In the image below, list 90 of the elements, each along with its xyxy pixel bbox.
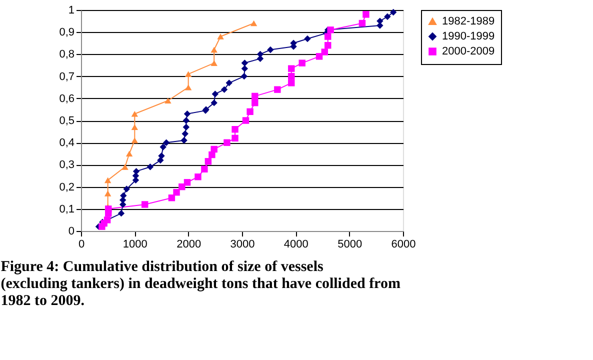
point [210, 99, 218, 106]
point [162, 139, 170, 146]
point [304, 35, 311, 42]
point [288, 72, 295, 80]
x-tick-label: 4000 [284, 238, 308, 250]
point [241, 60, 248, 66]
point [160, 144, 166, 150]
x-tick-label: 1000 [122, 238, 148, 250]
point [324, 33, 332, 40]
point [252, 99, 258, 106]
point [146, 164, 154, 170]
point [173, 188, 180, 196]
point [321, 48, 328, 56]
point [288, 65, 295, 72]
y-tick-label: 0,7 [59, 70, 74, 83]
legend-label: 1982-1989 [442, 16, 495, 28]
point [316, 53, 323, 60]
point [210, 46, 218, 53]
x-tick-label: 0 [78, 238, 85, 250]
point [226, 80, 232, 86]
point [274, 86, 281, 93]
point [122, 164, 128, 170]
point [132, 168, 140, 175]
y-tick-label: 0,8 [59, 48, 74, 61]
point [104, 190, 112, 196]
point [252, 92, 258, 100]
point [104, 177, 112, 184]
point [241, 65, 248, 72]
point [201, 166, 208, 172]
point [217, 34, 224, 40]
point [158, 152, 165, 160]
y-tick-label: 0,9 [59, 26, 74, 39]
point [288, 80, 295, 86]
point [327, 26, 334, 34]
point [210, 146, 218, 153]
point [246, 108, 254, 116]
y-tick-label: 0,6 [59, 92, 74, 105]
caption: Figure 4: Cumulative distribution of size of vessels (excluding tankers) in deadweight tons that have collided from 1982 to 2009. [0, 259, 401, 309]
point [105, 206, 112, 212]
point [362, 11, 370, 18]
x-tick-label: 2000 [176, 238, 202, 250]
point [126, 150, 133, 157]
point [164, 98, 172, 104]
point [184, 179, 191, 186]
point [376, 18, 384, 24]
y-tick-label: 0 [68, 226, 74, 238]
point [184, 71, 192, 77]
point [182, 117, 190, 124]
point [120, 192, 127, 199]
point [131, 124, 138, 130]
point [250, 20, 258, 26]
legend-label: 2000-2009 [442, 46, 495, 58]
point [267, 46, 274, 54]
point [194, 174, 202, 180]
point [123, 186, 130, 192]
point [184, 110, 191, 118]
point [242, 117, 250, 124]
point [324, 42, 332, 49]
point [358, 20, 366, 27]
y-tick-label: 0,2 [59, 181, 74, 194]
y-tick-label: 0,1 [59, 203, 74, 216]
y-tick-label: 0,4 [59, 137, 74, 150]
y-tick-label: 1 [68, 4, 74, 16]
legend-label: 1990-1999 [442, 30, 495, 42]
point [118, 210, 125, 217]
point [131, 137, 138, 144]
point [232, 126, 238, 133]
x-tick-label: 3000 [230, 238, 255, 250]
point [182, 124, 190, 130]
point [384, 13, 391, 20]
point [240, 72, 248, 80]
y-tick-label: 0,5 [59, 115, 74, 127]
point [182, 130, 188, 138]
point [131, 110, 138, 117]
point [104, 216, 111, 224]
x-tick-label: 6000 [391, 238, 416, 250]
x-tick-label: 5000 [338, 238, 362, 250]
point [210, 60, 218, 66]
point [224, 139, 230, 146]
point [232, 134, 238, 142]
point [157, 156, 164, 164]
point [390, 8, 397, 16]
point [184, 84, 192, 90]
y-tick-label: 0,3 [59, 159, 74, 172]
point [298, 60, 306, 66]
point [212, 90, 219, 98]
point [204, 158, 212, 165]
point [220, 86, 228, 93]
point [180, 137, 188, 144]
point [142, 201, 148, 208]
